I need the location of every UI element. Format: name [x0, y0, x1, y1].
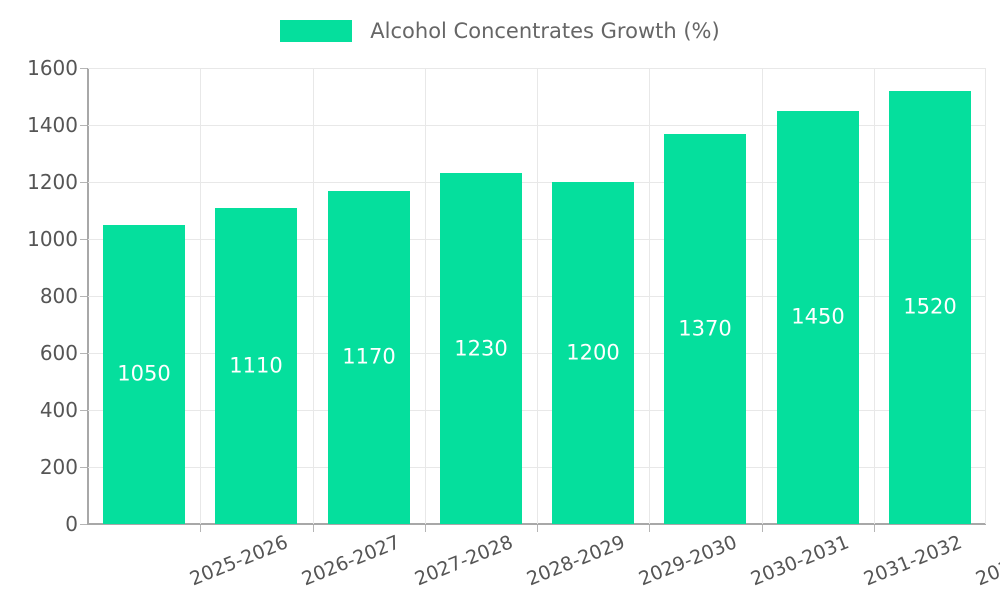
y-axis-tick: [80, 125, 87, 126]
y-axis-tick-label: 1000: [27, 227, 78, 251]
gridline-vertical: [762, 68, 763, 524]
bar[interactable]: 1370: [664, 133, 746, 524]
bar[interactable]: 1170: [328, 190, 410, 524]
x-axis-tick: [200, 525, 201, 532]
x-axis-tick-label: 2031-2032: [860, 531, 966, 591]
y-axis-tick-label: 600: [39, 341, 78, 365]
y-axis-tick-label: 1600: [27, 56, 78, 80]
y-axis-tick: [80, 68, 87, 69]
y-axis-tick: [80, 410, 87, 411]
y-axis-tick-label: 1400: [27, 113, 78, 137]
gridline-vertical: [537, 68, 538, 524]
gridline-vertical: [874, 68, 875, 524]
bar[interactable]: 1230: [440, 173, 522, 524]
x-axis-tick-label: 2026-2027: [298, 531, 404, 591]
y-axis-tick: [80, 182, 87, 183]
bar-value-label: 1170: [342, 344, 396, 369]
y-axis-tick: [80, 524, 87, 525]
x-axis-tick-label: 2028-2029: [523, 531, 629, 591]
y-axis-tick-label: 800: [39, 284, 78, 308]
y-axis-tick-labels: 1600 1400 1200 1000 800 600 400 200 0: [0, 0, 78, 600]
x-axis-tick: [649, 525, 650, 532]
x-axis-tick-label: 2030-2031: [747, 531, 853, 591]
bar-value-label: 1450: [791, 304, 845, 329]
legend-label[interactable]: Alcohol Concentrates Growth (%): [370, 18, 720, 43]
x-axis-tick: [874, 525, 875, 532]
gridline-vertical: [425, 68, 426, 524]
bar-value-label: 1050: [117, 361, 171, 386]
y-axis-tick: [80, 353, 87, 354]
x-axis-tick-label: 2032-2033: [972, 531, 1000, 591]
x-axis-tick: [313, 525, 314, 532]
gridline-vertical: [313, 68, 314, 524]
gridline-vertical: [200, 68, 201, 524]
bar[interactable]: 1520: [889, 90, 971, 524]
legend-color-swatch[interactable]: [280, 20, 353, 42]
x-axis-tick-label: 2027-2028: [411, 531, 517, 591]
plot-area: 1050 1110 1170 1230 1200 1370 1450 1520: [88, 68, 986, 524]
y-axis-tick-label: 200: [39, 455, 78, 479]
bar[interactable]: 1200: [552, 182, 634, 524]
y-axis-tick: [80, 467, 87, 468]
y-axis-tick: [80, 239, 87, 240]
y-axis-tick-label: 1200: [27, 170, 78, 194]
x-axis-tick: [425, 525, 426, 532]
x-axis-tick-label: 2029-2030: [635, 531, 741, 591]
gridline-vertical: [985, 68, 986, 524]
bar-value-label: 1370: [678, 316, 732, 341]
bar-value-label: 1110: [229, 353, 283, 378]
y-axis-tick: [80, 296, 87, 297]
y-axis-tick-label: 400: [39, 398, 78, 422]
bar[interactable]: 1050: [103, 224, 185, 524]
bar-value-label: 1200: [566, 340, 620, 365]
x-axis-tick: [537, 525, 538, 532]
bar-value-label: 1520: [903, 294, 957, 319]
gridline-vertical: [649, 68, 650, 524]
bar[interactable]: 1450: [777, 110, 859, 524]
x-axis-tick: [762, 525, 763, 532]
x-axis-tick-label: 2025-2026: [186, 531, 292, 591]
chart-legend: Alcohol Concentrates Growth (%): [0, 14, 1000, 48]
bar-value-label: 1230: [454, 336, 508, 361]
bar[interactable]: 1110: [215, 207, 297, 524]
y-axis-tick-label: 0: [65, 512, 78, 536]
x-axis-line: [88, 523, 986, 525]
